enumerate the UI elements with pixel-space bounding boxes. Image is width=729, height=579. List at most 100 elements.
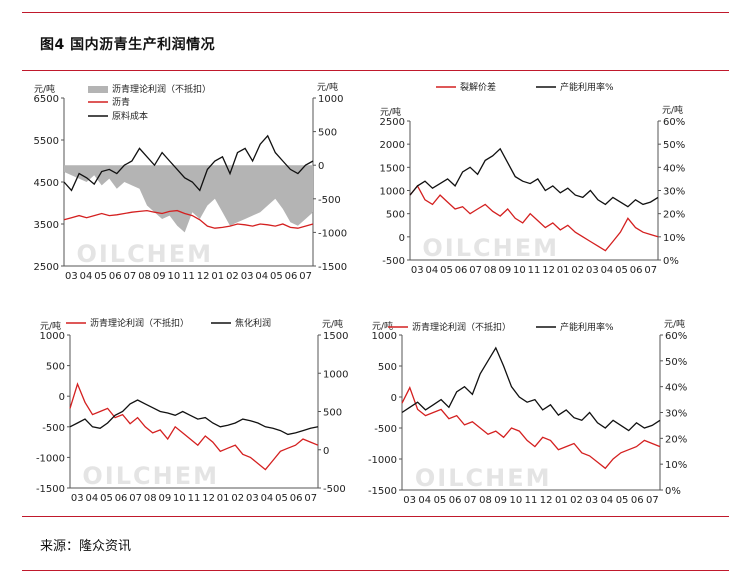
right-tick-label: 20% [665, 434, 687, 445]
x-tick-label: 03 [403, 495, 416, 506]
x-tick-label: 06 [290, 493, 303, 504]
bottom-rule [22, 570, 729, 571]
x-tick-label: 07 [299, 271, 312, 282]
title-rule [22, 70, 729, 71]
x-tick-label: 08 [484, 265, 497, 276]
x-tick-label: 05 [434, 495, 447, 506]
x-tick-label: 07 [129, 493, 142, 504]
x-tick-label: 07 [644, 265, 657, 276]
x-tick-label: 07 [469, 265, 482, 276]
x-tick-label: 06 [115, 493, 128, 504]
right-tick-label: 40% [665, 383, 687, 394]
x-tick-label: 02 [226, 271, 239, 282]
right-tick-label: 50% [663, 140, 685, 151]
right-tick-label: 1500 [323, 331, 348, 342]
left-tick-label: -500 [374, 424, 397, 435]
right-tick-label: 0% [663, 256, 679, 267]
x-tick-label: 03 [65, 271, 78, 282]
right-unit-label: 元/吨 [662, 104, 683, 116]
left-tick-label: 0 [59, 392, 65, 403]
left-tick-label: 2000 [380, 140, 405, 151]
left-unit-label: 元/吨 [372, 320, 393, 332]
series-line-0 [401, 386, 661, 470]
right-unit-label: 元/吨 [322, 318, 343, 330]
x-tick-label: 06 [285, 271, 298, 282]
chart-top-right: OILCHEM -500 0 500 1000 1500 2000 2500 0% 10% 20% 3… [380, 81, 686, 276]
x-tick-label: 09 [494, 495, 507, 506]
left-tick-label: -500 [42, 423, 65, 434]
left-tick-label: -1500 [368, 486, 397, 497]
right-tick-label: 500 [318, 128, 337, 139]
x-tick-label: 06 [455, 265, 468, 276]
x-tick-label: 06 [630, 265, 643, 276]
series-line-0 [409, 184, 659, 252]
legend-label: 产能利用率% [560, 321, 614, 333]
x-tick-label: 12 [202, 493, 215, 504]
x-tick-label: 10 [167, 271, 180, 282]
x-tick-label: 05 [616, 495, 629, 506]
x-tick-label: 10 [509, 495, 522, 506]
left-tick-label: 2500 [380, 117, 405, 128]
x-tick-label: 01 [217, 493, 230, 504]
x-tick-label: 04 [426, 265, 439, 276]
figure-title: 图4 国内沥青生产利润情况 [40, 37, 216, 53]
left-tick-label: -1500 [36, 484, 65, 495]
x-tick-label: 08 [144, 493, 157, 504]
x-tick-label: 03 [246, 493, 259, 504]
x-tick-label: 02 [570, 495, 583, 506]
x-tick-label: 12 [542, 265, 555, 276]
x-tick-label: 06 [449, 495, 462, 506]
x-tick-label: 09 [158, 493, 171, 504]
left-tick-label: 500 [46, 362, 65, 373]
left-tick-label: -1000 [368, 455, 397, 466]
chart-bottom-left: OILCHEM-1500-1000-50005001000-5000500100… [36, 317, 349, 504]
right-tick-label: 1000 [323, 369, 348, 380]
left-tick-label: 500 [378, 362, 397, 373]
left-unit-label: 元/吨 [40, 320, 61, 332]
left-tick-label: 5500 [34, 136, 59, 147]
series-line-1 [401, 346, 661, 432]
x-tick-label: 05 [275, 493, 288, 504]
right-tick-label: 30% [663, 187, 685, 198]
left-unit-label: 元/吨 [34, 83, 55, 95]
x-tick-label: 01 [555, 495, 568, 506]
left-tick-label: 1500 [380, 163, 405, 174]
right-tick-label: -1500 [318, 262, 347, 273]
right-unit-label: 元/吨 [317, 81, 338, 93]
legend-label: 沥青 [112, 96, 130, 108]
series-line-1 [69, 399, 319, 436]
x-tick-label: 03 [241, 271, 254, 282]
watermark: OILCHEM [415, 464, 552, 492]
x-tick-label: 05 [270, 271, 283, 282]
top-rule [22, 12, 729, 13]
left-tick-label: -500 [382, 256, 405, 267]
right-tick-label: 0 [318, 161, 324, 172]
right-tick-label: 10% [665, 460, 687, 471]
x-tick-label: 11 [528, 265, 541, 276]
x-tick-label: 04 [80, 271, 93, 282]
right-tick-label: 60% [665, 331, 687, 342]
left-tick-label: 1000 [380, 187, 405, 198]
right-tick-label: 0 [323, 446, 329, 457]
series-area-0 [64, 165, 313, 233]
right-tick-label: 0% [665, 486, 681, 497]
left-tick-label: -1000 [36, 453, 65, 464]
right-tick-label: 500 [323, 408, 342, 419]
x-tick-label: 07 [646, 495, 659, 506]
left-tick-label: 2500 [34, 262, 59, 273]
x-tick-label: 02 [231, 493, 244, 504]
right-tick-label: -500 [318, 195, 341, 206]
left-tick-label: 6500 [34, 94, 59, 105]
left-tick-label: 500 [386, 210, 405, 221]
right-tick-label: 50% [665, 357, 687, 368]
chart-top-left: OILCHEM 2500 3500 4500 5500 6500 -1500 -1000 -50… [34, 81, 348, 282]
watermark: OILCHEM [422, 234, 559, 262]
x-tick-label: 11 [525, 495, 538, 506]
x-tick-label: 04 [261, 493, 274, 504]
x-tick-label: 11 [188, 493, 201, 504]
x-tick-label: 01 [211, 271, 224, 282]
x-tick-label: 04 [255, 271, 268, 282]
x-tick-label: 11 [182, 271, 195, 282]
right-unit-label: 元/吨 [664, 318, 685, 330]
